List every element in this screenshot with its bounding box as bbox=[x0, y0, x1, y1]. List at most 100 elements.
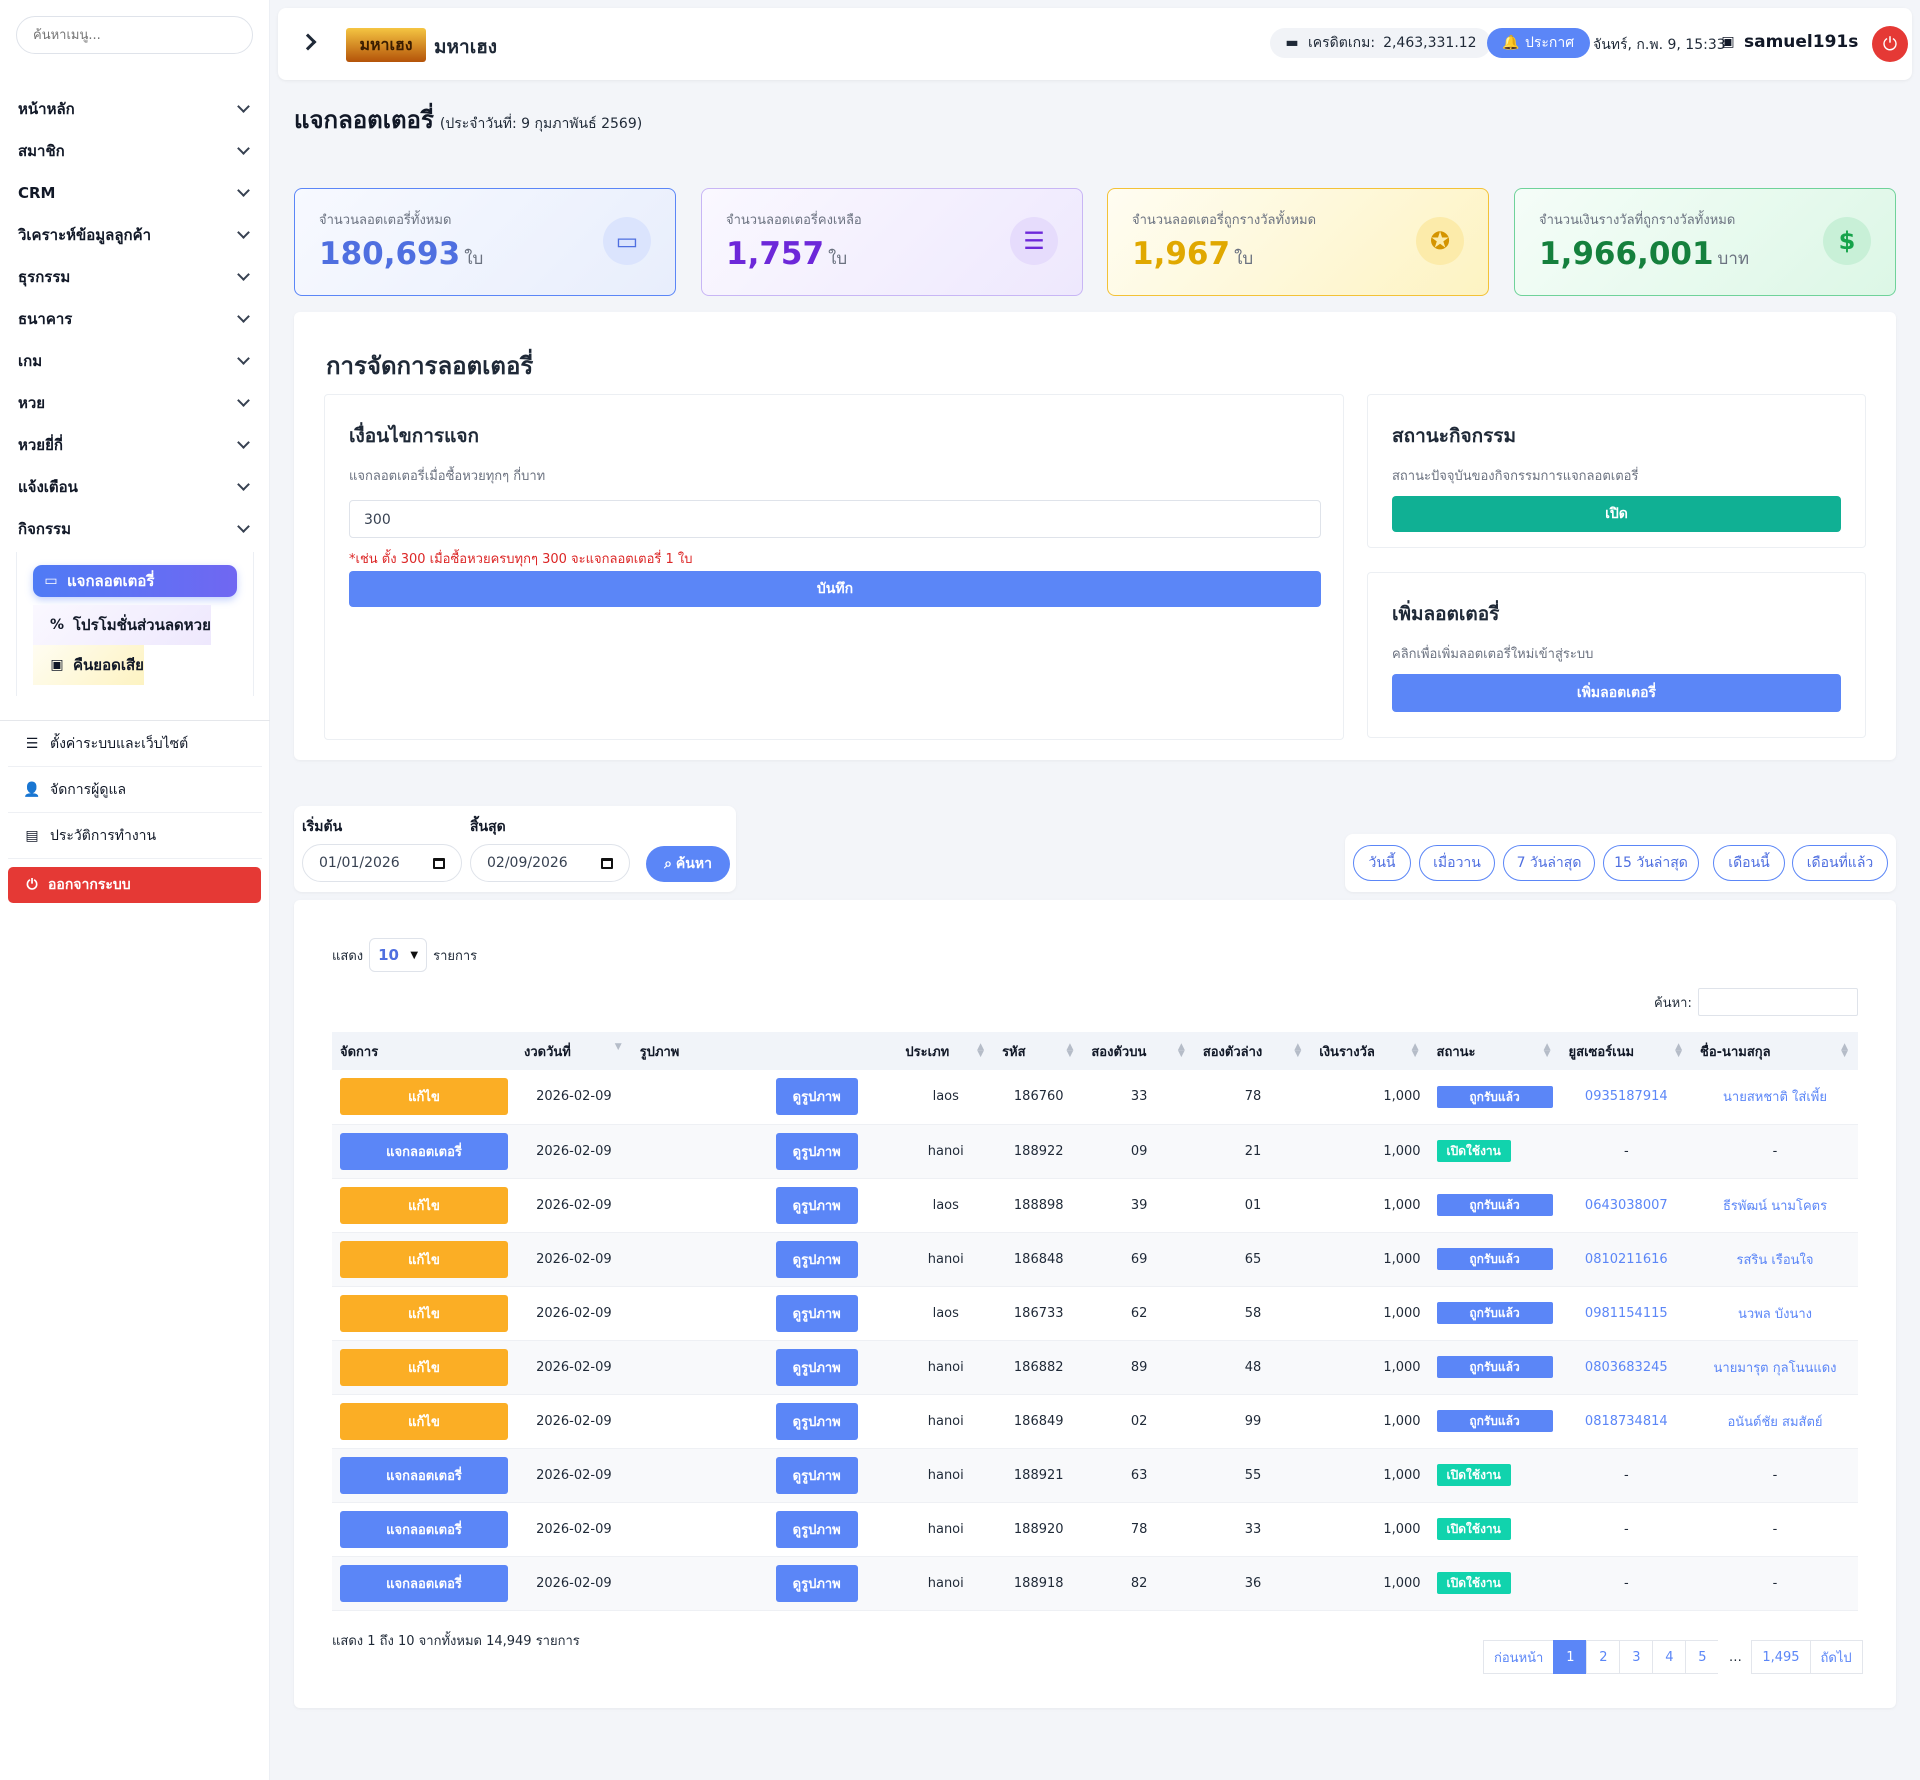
view-image-button[interactable]: ดูรูปภาพ bbox=[775, 1510, 858, 1548]
sidebar-item-transactions[interactable]: ธุรกรรม bbox=[0, 256, 270, 298]
pagination-next[interactable]: ถัดไป bbox=[1809, 1640, 1863, 1674]
submenu-item-lottery-discount[interactable]: % โปรโมชั่นส่วนลดหวย bbox=[33, 605, 211, 645]
range-last-month-button[interactable]: เดือนที่แล้ว bbox=[1792, 845, 1888, 881]
submenu-item-cashback[interactable]: ▣ คืนยอดเสีย bbox=[33, 645, 144, 685]
give-lottery-button[interactable]: แจกลอตเตอรี่ bbox=[340, 1564, 508, 1602]
stat-unit: ใบ bbox=[464, 249, 484, 269]
start-date-input[interactable]: 01/01/2026 bbox=[302, 844, 462, 882]
cell-username[interactable]: 0935187914 bbox=[1584, 1089, 1668, 1105]
save-button[interactable]: บันทึก bbox=[349, 571, 1321, 607]
view-image-button[interactable]: ดูรูปภาพ bbox=[775, 1186, 858, 1224]
user-menu[interactable]: ▣ samuel191s bbox=[1720, 32, 1858, 52]
edit-button[interactable]: แก้ไข bbox=[340, 1294, 508, 1332]
sidebar-item-banks[interactable]: ธนาคาร bbox=[0, 298, 270, 340]
view-image-button[interactable]: ดูรูปภาพ bbox=[775, 1564, 858, 1602]
cell-username[interactable]: 0810211616 bbox=[1584, 1251, 1668, 1267]
stat-label: จำนวนลอตเตอรี่ถูกรางวัลทั้งหมด bbox=[1132, 213, 1317, 228]
cell-fullname[interactable]: นายมารุต กุลโนนแดง bbox=[1713, 1360, 1837, 1376]
range-7days-button[interactable]: 7 วันล่าสุด bbox=[1503, 845, 1595, 881]
sidebar-item-crm[interactable]: CRM bbox=[0, 172, 270, 214]
range-15days-button[interactable]: 15 วันล่าสุด bbox=[1603, 845, 1699, 881]
column-header-top-two[interactable]: สองตัวบน ▲ ▼ bbox=[1083, 1032, 1194, 1070]
pagination-page-last[interactable]: 1,495 bbox=[1751, 1640, 1811, 1674]
table-search-input[interactable] bbox=[1697, 988, 1858, 1016]
chevron-right-icon[interactable] bbox=[299, 33, 317, 51]
column-header-type[interactable]: ประเภท ▲ ▼ bbox=[897, 1032, 994, 1070]
cell-fullname[interactable]: นวพล บังนาง bbox=[1738, 1306, 1813, 1322]
announce-button[interactable]: 🔔 ประกาศ bbox=[1487, 28, 1591, 58]
sidebar-item-lottery[interactable]: หวย bbox=[0, 382, 270, 424]
pagination-page-5[interactable]: 5 bbox=[1685, 1640, 1720, 1674]
logout-button[interactable]: ⏻ ออกจากระบบ bbox=[8, 867, 261, 903]
add-lottery-button[interactable]: เพิ่มลอตเตอรี่ bbox=[1392, 674, 1841, 712]
sort-icon: ▼ bbox=[614, 1042, 622, 1052]
activity-toggle-button[interactable]: เปิด bbox=[1392, 496, 1841, 532]
menu-search-input[interactable] bbox=[16, 16, 253, 54]
edit-button[interactable]: แก้ไข bbox=[340, 1078, 508, 1116]
edit-button[interactable]: แก้ไข bbox=[340, 1240, 508, 1278]
sidebar-item-games[interactable]: เกม bbox=[0, 340, 270, 382]
pagination-page-3[interactable]: 3 bbox=[1619, 1640, 1654, 1674]
pagination-page-1[interactable]: 1 bbox=[1553, 1640, 1588, 1674]
column-header-prize[interactable]: เงินรางวัล ▲ ▼ bbox=[1311, 1032, 1428, 1070]
calendar-icon[interactable] bbox=[433, 857, 445, 869]
pagination-page-2[interactable]: 2 bbox=[1586, 1640, 1621, 1674]
sidebar-item-yeekee[interactable]: หวยยี่กี่ bbox=[0, 424, 270, 466]
sidebar-item-home[interactable]: หน้าหลัก bbox=[0, 88, 270, 130]
range-yesterday-button[interactable]: เมื่อวาน bbox=[1419, 845, 1495, 881]
cell-action: แจกลอตเตอรี่ bbox=[332, 1502, 516, 1556]
view-image-button[interactable]: ดูรูปภาพ bbox=[775, 1456, 858, 1494]
range-today-button[interactable]: วันนี้ bbox=[1353, 845, 1411, 881]
give-lottery-button[interactable]: แจกลอตเตอรี่ bbox=[340, 1132, 508, 1170]
cell-fullname[interactable]: รสริน เรือนใจ bbox=[1736, 1252, 1814, 1268]
chevron-down-icon bbox=[237, 268, 250, 281]
search-button[interactable]: ⌕ ค้นหา bbox=[646, 846, 730, 882]
sidebar-item-activities[interactable]: กิจกรรม bbox=[0, 508, 270, 550]
pagination-page-4[interactable]: 4 bbox=[1652, 1640, 1687, 1674]
view-image-button[interactable]: ดูรูปภาพ bbox=[775, 1132, 858, 1170]
column-header-fullname[interactable]: ชื่อ-นามสกุล ▲ ▼ bbox=[1692, 1032, 1858, 1070]
range-this-month-button[interactable]: เดือนนี้ bbox=[1713, 845, 1785, 881]
column-header-status[interactable]: สถานะ ▲ ▼ bbox=[1429, 1032, 1561, 1070]
column-header-date[interactable]: งวดวันที่ ▼ bbox=[516, 1032, 632, 1070]
view-image-button[interactable]: ดูรูปภาพ bbox=[775, 1240, 858, 1278]
edit-button[interactable]: แก้ไข bbox=[340, 1402, 508, 1440]
end-date-input[interactable]: 02/09/2026 bbox=[470, 844, 630, 882]
sidebar-item-history[interactable]: ▤ ประวัติการทำงาน bbox=[8, 813, 262, 859]
pagination-prev[interactable]: ก่อนหน้า bbox=[1483, 1640, 1555, 1674]
cell-username[interactable]: 0818734814 bbox=[1584, 1413, 1668, 1429]
calendar-icon[interactable] bbox=[601, 857, 613, 869]
cell-fullname[interactable]: ธีรพัฒน์ นามโคตร bbox=[1722, 1198, 1828, 1214]
edit-button[interactable]: แก้ไข bbox=[340, 1186, 508, 1224]
view-image-button[interactable]: ดูรูปภาพ bbox=[775, 1294, 858, 1332]
cell-username[interactable]: 0803683245 bbox=[1584, 1359, 1668, 1375]
cell-top-two: 63 bbox=[1130, 1467, 1148, 1483]
cell-username[interactable]: 0981154115 bbox=[1584, 1305, 1668, 1321]
power-button[interactable]: ⏻ bbox=[1872, 26, 1908, 62]
cell-fullname: - bbox=[1772, 1143, 1778, 1159]
sidebar-item-notifications[interactable]: แจ้งเตือน bbox=[0, 466, 270, 508]
cell-fullname[interactable]: อนันต์ชัย สมสัตย์ bbox=[1727, 1414, 1823, 1430]
cell-fullname[interactable]: นายสหชาติ ใส่เพี้ย bbox=[1723, 1090, 1827, 1106]
view-image-button[interactable]: ดูรูปภาพ bbox=[775, 1078, 858, 1116]
sidebar-item-settings[interactable]: ☰ ตั้งค่าระบบและเว็บไซต์ bbox=[8, 721, 262, 767]
give-lottery-button[interactable]: แจกลอตเตอรี่ bbox=[340, 1456, 508, 1494]
cell-username[interactable]: 0643038007 bbox=[1584, 1197, 1668, 1213]
give-lottery-button[interactable]: แจกลอตเตอรี่ bbox=[340, 1510, 508, 1548]
page-size-select[interactable]: 10 ▼ bbox=[369, 938, 428, 972]
column-header-label: ชื่อ-นามสกุล bbox=[1700, 1044, 1771, 1060]
column-header-code[interactable]: รหัส ▲ ▼ bbox=[994, 1032, 1083, 1070]
cell-type: hanoi bbox=[927, 1467, 964, 1483]
sidebar-item-analytics[interactable]: วิเคราะห์ข้อมูลลูกค้า bbox=[0, 214, 270, 256]
view-image-button[interactable]: ดูรูปภาพ bbox=[775, 1348, 858, 1386]
sidebar-item-admins[interactable]: 👤 จัดการผู้ดูแล bbox=[8, 767, 262, 813]
sidebar-item-members[interactable]: สมาชิก bbox=[0, 130, 270, 172]
power-icon: ⏻ bbox=[1882, 33, 1898, 55]
edit-button[interactable]: แก้ไข bbox=[340, 1348, 508, 1386]
view-image-button[interactable]: ดูรูปภาพ bbox=[775, 1402, 858, 1440]
threshold-input[interactable]: 300 bbox=[349, 500, 1321, 538]
column-header-username[interactable]: ยูสเซอร์เนม ▲ ▼ bbox=[1561, 1032, 1692, 1070]
column-header-bottom-two[interactable]: สองตัวล่าง ▲ ▼ bbox=[1195, 1032, 1311, 1070]
submenu-item-lottery-giveaway[interactable]: ▭ แจกลอตเตอรี่ bbox=[33, 565, 237, 597]
status-badge: ถูกรับแล้ว bbox=[1436, 1085, 1553, 1108]
